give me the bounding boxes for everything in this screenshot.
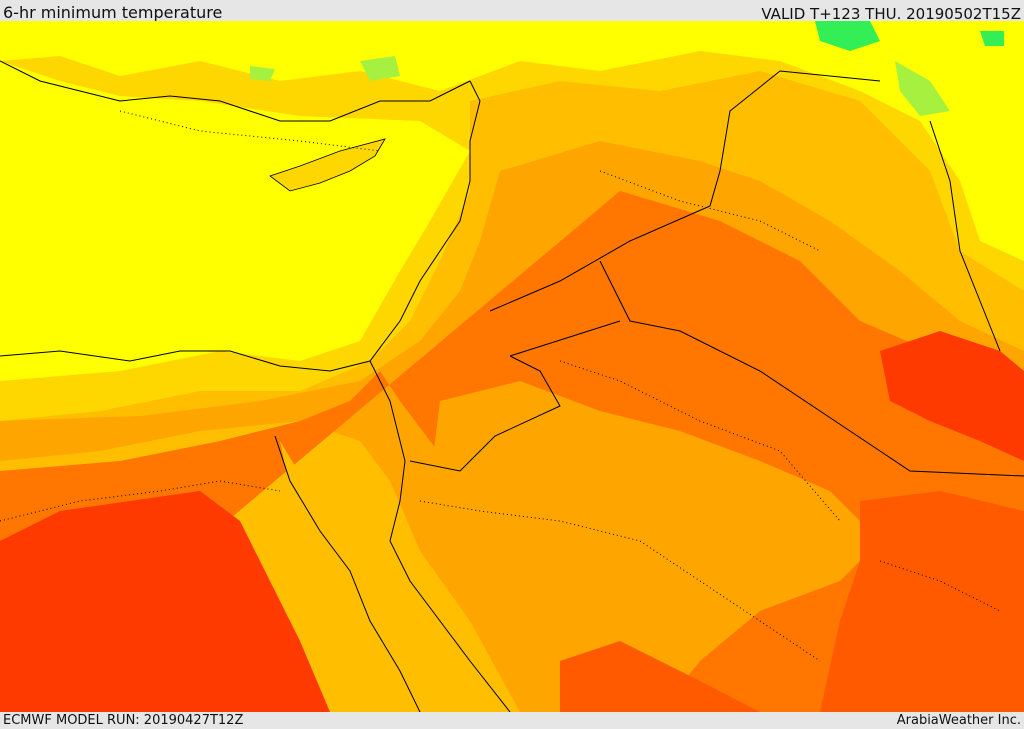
green-patch-5 <box>250 66 275 81</box>
red-region-east <box>820 491 1024 712</box>
red-region-iraq <box>880 331 1024 461</box>
footer-bar: ECMWF MODEL RUN: 20190427T12Z ArabiaWeat… <box>0 712 1024 729</box>
border-syria-iraq <box>489 70 881 312</box>
coastline-turkey <box>0 60 471 122</box>
map-canvas <box>0 21 1024 712</box>
border-iran-iraq <box>929 120 1001 352</box>
red-region-egypt <box>0 491 330 712</box>
green-patch-3 <box>980 31 1004 46</box>
dotted-boundary-5 <box>119 110 381 152</box>
header-bar: 6-hr minimum temperature VALID T+123 THU… <box>0 0 1024 21</box>
green-patch-1 <box>815 21 880 51</box>
dotted-boundary-1 <box>0 480 281 522</box>
red-sea <box>280 441 510 712</box>
green-patch-4 <box>360 56 400 81</box>
temperature-map[interactable] <box>0 21 1024 712</box>
border-iraq-saudi <box>599 260 1024 477</box>
red-region-arabia-south <box>560 641 760 712</box>
border-jordan-saudi <box>409 320 621 472</box>
dotted-boundary-2 <box>559 360 841 522</box>
border-egypt-israel <box>369 360 406 462</box>
valid-time: VALID T+123 THU. 20190502T15Z <box>761 5 1021 21</box>
model-run-label: ECMWF MODEL RUN: 20190427T12Z <box>3 713 244 728</box>
arabia-orange-patch <box>430 381 880 712</box>
coastline-red-sea-east <box>389 460 511 712</box>
green-patch-2 <box>895 61 950 116</box>
coastline-levant <box>0 80 481 372</box>
coastline-red-sea-west <box>274 435 421 712</box>
map-title: 6-hr minimum temperature <box>3 3 223 21</box>
cyprus-island <box>269 138 386 192</box>
credit-label: ArabiaWeather Inc. <box>896 713 1021 728</box>
dotted-boundary-3 <box>419 500 821 662</box>
